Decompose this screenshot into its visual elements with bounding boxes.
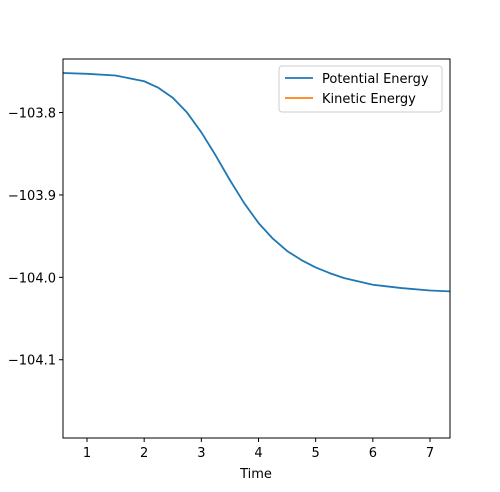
series-line-potential-energy xyxy=(62,72,451,293)
x-tick-label: 3 xyxy=(197,446,205,461)
plot-area xyxy=(63,59,450,438)
legend-box xyxy=(278,65,443,113)
legend-label-kinetic-energy: Kinetic Energy xyxy=(322,92,416,107)
legend: Potential Energy Kinetic Energy xyxy=(278,65,443,113)
plot-frame xyxy=(62,58,451,439)
x-axis-ticks: 1 2 3 4 5 6 7 xyxy=(83,438,434,461)
x-tick-label: 6 xyxy=(369,446,377,461)
x-tick-label: 7 xyxy=(426,446,434,461)
x-tick-label: 5 xyxy=(312,446,320,461)
x-tick-label: 1 xyxy=(83,446,91,461)
x-tick-label: 2 xyxy=(140,446,148,461)
y-tick-label: −103.9 xyxy=(8,189,56,204)
series-layer xyxy=(62,72,451,293)
y-tick-label: −104.0 xyxy=(8,271,56,286)
y-tick-label: −104.1 xyxy=(8,354,56,369)
y-tick-label: −103.8 xyxy=(8,107,56,122)
y-axis-ticks: −103.8 −103.9 −104.0 −104.1 xyxy=(8,107,63,369)
x-axis-label: Time xyxy=(239,467,272,482)
legend-label-potential-energy: Potential Energy xyxy=(322,72,429,87)
x-tick-label: 4 xyxy=(254,446,262,461)
